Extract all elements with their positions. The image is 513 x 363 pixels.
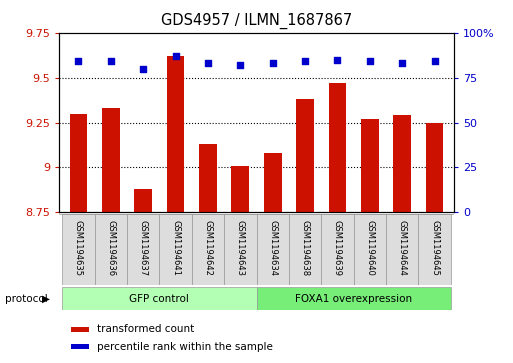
Point: [74, 58, 83, 64]
Text: GSM1194636: GSM1194636: [106, 220, 115, 276]
Text: protocol: protocol: [5, 294, 48, 303]
Text: GSM1194637: GSM1194637: [139, 220, 148, 276]
Text: GSM1194640: GSM1194640: [365, 220, 374, 276]
Bar: [102, 108, 120, 212]
Text: GSM1194642: GSM1194642: [204, 220, 212, 276]
Bar: [167, 56, 185, 212]
Point: [139, 66, 147, 72]
Point: [171, 53, 180, 59]
Text: FOXA1 overexpression: FOXA1 overexpression: [295, 294, 412, 303]
Point: [107, 58, 115, 64]
Bar: [386, 214, 419, 285]
Text: transformed count: transformed count: [96, 324, 194, 334]
Bar: [321, 214, 353, 285]
Bar: [160, 214, 192, 285]
Point: [236, 62, 244, 68]
Bar: [296, 99, 314, 212]
Bar: [134, 189, 152, 212]
Bar: [192, 214, 224, 285]
Text: GSM1194639: GSM1194639: [333, 220, 342, 276]
Point: [204, 60, 212, 66]
Text: GSM1194638: GSM1194638: [301, 220, 309, 276]
Bar: [127, 214, 160, 285]
Text: GDS4957 / ILMN_1687867: GDS4957 / ILMN_1687867: [161, 13, 352, 29]
Point: [269, 60, 277, 66]
Bar: [361, 119, 379, 212]
Bar: [71, 327, 89, 332]
Bar: [224, 214, 256, 285]
Text: GSM1194635: GSM1194635: [74, 220, 83, 276]
Bar: [264, 153, 282, 212]
Text: GSM1194641: GSM1194641: [171, 220, 180, 276]
Text: GSM1194644: GSM1194644: [398, 220, 407, 276]
Bar: [94, 214, 127, 285]
Point: [430, 58, 439, 64]
Text: ▶: ▶: [42, 294, 50, 303]
Bar: [393, 115, 411, 212]
Point: [301, 58, 309, 64]
Bar: [62, 287, 256, 310]
Bar: [419, 214, 451, 285]
Bar: [71, 344, 89, 349]
Text: GSM1194634: GSM1194634: [268, 220, 277, 276]
Point: [366, 58, 374, 64]
Bar: [70, 114, 87, 212]
Text: GSM1194643: GSM1194643: [236, 220, 245, 276]
Bar: [199, 144, 217, 212]
Bar: [231, 166, 249, 212]
Text: percentile rank within the sample: percentile rank within the sample: [96, 342, 272, 352]
Bar: [256, 214, 289, 285]
Bar: [62, 214, 94, 285]
Bar: [426, 123, 443, 212]
Point: [398, 60, 406, 66]
Point: [333, 57, 342, 62]
Text: GSM1194645: GSM1194645: [430, 220, 439, 276]
Bar: [256, 287, 451, 310]
Bar: [353, 214, 386, 285]
Bar: [289, 214, 321, 285]
Text: GFP control: GFP control: [129, 294, 189, 303]
Bar: [328, 83, 346, 212]
